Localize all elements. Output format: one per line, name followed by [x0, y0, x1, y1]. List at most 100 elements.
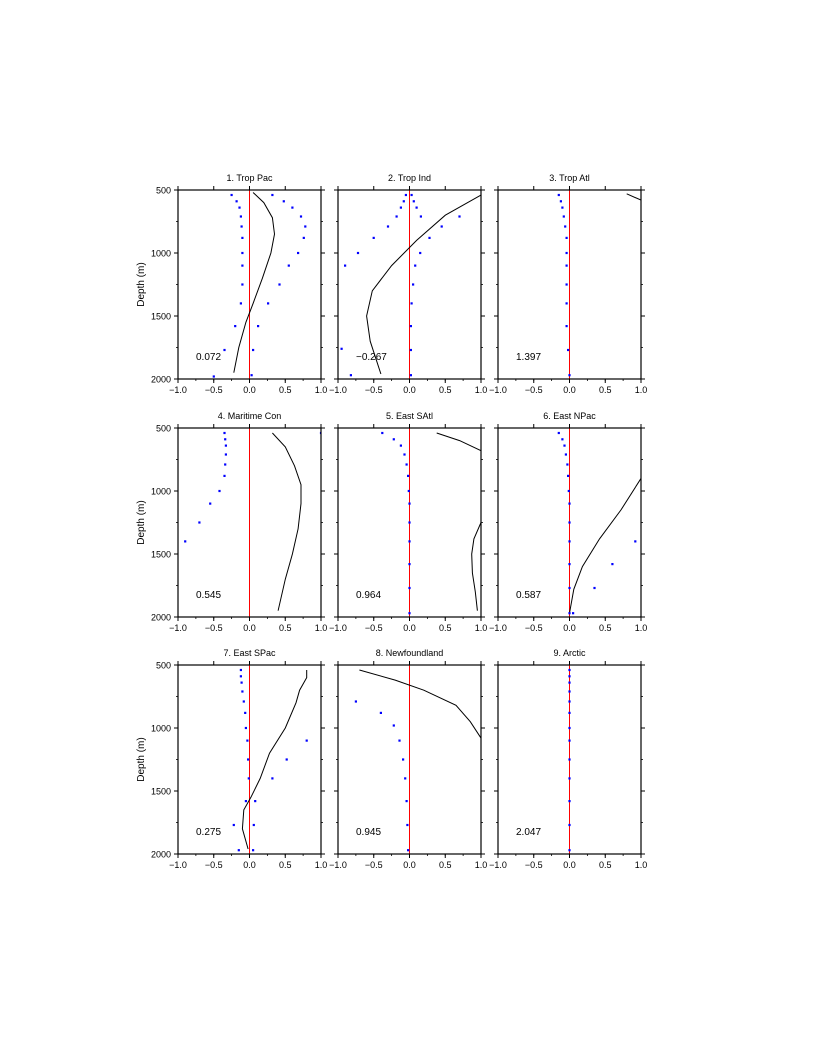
- x-tick-label: 0.0: [243, 623, 256, 633]
- data-point: [392, 724, 395, 727]
- data-point: [412, 283, 415, 286]
- data-point: [568, 800, 571, 803]
- profile-curve: [241, 670, 308, 850]
- data-point: [224, 438, 227, 441]
- data-point: [568, 563, 571, 566]
- data-point: [563, 444, 566, 447]
- data-point: [557, 431, 560, 435]
- data-point: [399, 206, 402, 209]
- data-point: [567, 489, 570, 493]
- data-point: [230, 193, 233, 197]
- panel-value-label: 0.072: [196, 352, 221, 363]
- x-tick-label: −1.0: [169, 860, 187, 870]
- data-point: [419, 251, 422, 255]
- data-point: [247, 758, 250, 761]
- plot-area: [381, 431, 481, 615]
- y-axis-label: Depth (m): [136, 737, 147, 781]
- panel-title: 1. Trop Pac: [226, 173, 273, 183]
- x-tick-label: 1.0: [315, 860, 328, 870]
- plot-area: [212, 192, 307, 378]
- x-tick-label: 0.5: [279, 623, 292, 633]
- data-point: [392, 438, 395, 441]
- data-point: [568, 502, 571, 505]
- data-point: [565, 251, 568, 255]
- x-tick-label: −1.0: [169, 623, 187, 633]
- data-point: [379, 711, 382, 714]
- data-point: [428, 236, 431, 239]
- data-point: [372, 236, 375, 239]
- x-tick-label: 1.0: [475, 860, 488, 870]
- data-point: [241, 264, 244, 267]
- x-tick-label: −1.0: [329, 860, 347, 870]
- data-point: [386, 225, 390, 228]
- data-point: [240, 225, 243, 228]
- data-point: [239, 215, 242, 218]
- data-point: [412, 200, 415, 203]
- data-point: [408, 563, 411, 566]
- x-tick-label: 0.0: [563, 860, 576, 870]
- data-point: [414, 264, 417, 267]
- data-point: [408, 521, 411, 524]
- x-tick-label: 1.0: [475, 385, 488, 395]
- data-point: [407, 849, 410, 852]
- data-point: [271, 777, 274, 780]
- profile-curve: [471, 522, 481, 611]
- panel-title: 2. Trop Ind: [388, 173, 431, 183]
- x-tick-label: 1.0: [315, 623, 328, 633]
- data-point: [561, 206, 564, 209]
- y-tick-label: 500: [156, 424, 171, 434]
- data-point: [184, 540, 187, 543]
- data-point: [271, 193, 274, 197]
- x-tick-label: 1.0: [635, 385, 648, 395]
- data-point: [568, 777, 571, 780]
- x-tick-label: −0.5: [365, 623, 383, 633]
- x-tick-label: −1.0: [329, 623, 347, 633]
- data-point: [235, 200, 238, 203]
- data-point: [568, 612, 571, 615]
- data-point: [409, 348, 412, 352]
- data-point: [568, 586, 571, 590]
- y-tick-label: 2000: [151, 375, 171, 385]
- data-point: [250, 374, 253, 377]
- data-point: [242, 700, 245, 703]
- data-point: [232, 823, 235, 827]
- data-point: [564, 453, 567, 456]
- data-point: [244, 726, 247, 730]
- data-point: [568, 823, 571, 827]
- plot-area: [340, 193, 481, 377]
- x-tick-label: −0.5: [525, 860, 543, 870]
- data-point: [344, 264, 347, 267]
- x-tick-label: 0.5: [439, 385, 452, 395]
- panel-title: 3. Trop Atl: [549, 173, 590, 183]
- data-point: [218, 489, 221, 493]
- profile-curve: [569, 478, 641, 614]
- profile-curve: [272, 432, 302, 611]
- panel-value-label: 0.275: [196, 827, 221, 838]
- x-tick-label: 0.5: [439, 623, 452, 633]
- data-point: [407, 474, 410, 477]
- data-point: [565, 236, 568, 239]
- x-tick-label: 0.0: [243, 860, 256, 870]
- data-point: [244, 711, 247, 714]
- x-tick-label: 0.0: [563, 385, 576, 395]
- panel-value-label: −0.267: [356, 352, 387, 363]
- plot-area: [557, 431, 641, 615]
- x-tick-label: −0.5: [205, 623, 223, 633]
- plot-area: [557, 193, 641, 377]
- data-point: [410, 302, 413, 305]
- panel-title: 7. East SPac: [223, 648, 276, 658]
- data-point: [572, 612, 575, 615]
- x-tick-label: 0.0: [563, 623, 576, 633]
- profile-curve: [366, 194, 481, 375]
- data-point: [224, 463, 227, 466]
- x-tick-label: −0.5: [205, 385, 223, 395]
- panel-value-label: 0.945: [356, 827, 381, 838]
- panel-title: 5. East SAtl: [386, 411, 433, 421]
- data-point: [404, 193, 407, 197]
- data-point: [402, 200, 405, 203]
- y-axis-label: Depth (m): [136, 500, 147, 544]
- data-point: [395, 215, 398, 218]
- data-point: [408, 612, 411, 615]
- data-point: [223, 431, 226, 435]
